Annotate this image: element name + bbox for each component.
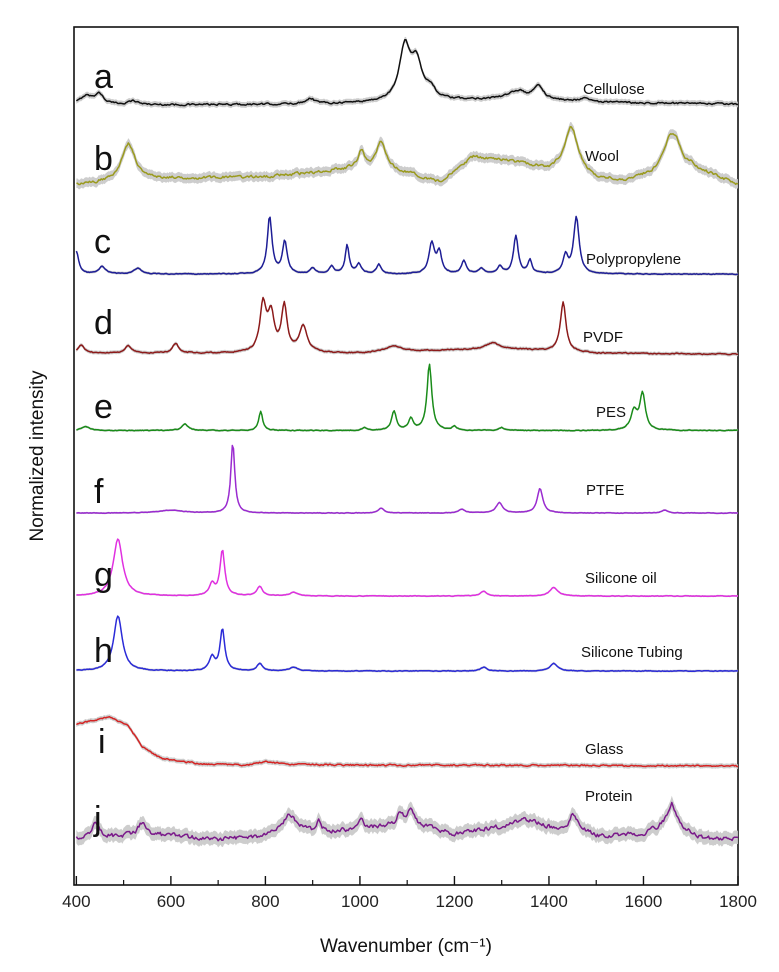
spectrum-line xyxy=(76,125,739,186)
spectrum-ptfe: f PTFE xyxy=(76,444,739,515)
spectrum-polypropylene: c Polypropylene xyxy=(75,215,739,276)
uncertainty-band xyxy=(76,538,738,598)
plot-frame xyxy=(73,26,739,886)
series-label: Polypropylene xyxy=(586,251,681,268)
x-axis: 400 600 800 1000 1200 1400 1600 1800 xyxy=(62,876,757,911)
uncertainty-band xyxy=(76,122,738,190)
x-tick-label: 400 xyxy=(62,892,90,911)
series-label: PES xyxy=(596,404,626,421)
spectrum-line xyxy=(75,39,739,107)
x-tick-label: 800 xyxy=(251,892,279,911)
spectrum-line xyxy=(76,363,739,432)
spectrum-silicone-oil: g Silicone oil xyxy=(76,538,739,598)
series-label: PTFE xyxy=(586,482,624,499)
series-label: PVDF xyxy=(583,329,623,346)
panel-letter: f xyxy=(94,473,104,511)
x-axis-title: Wavenumber (cm⁻¹) xyxy=(320,936,492,957)
spectrum-line xyxy=(76,538,739,598)
panel-letter: j xyxy=(93,800,102,838)
spectrum-pvdf: d PVDF xyxy=(75,295,739,357)
x-tick-label: 1400 xyxy=(530,892,568,911)
spectrum-line xyxy=(75,215,739,276)
spectrum-line xyxy=(76,615,739,673)
uncertainty-band xyxy=(76,795,738,848)
series-label: Glass xyxy=(585,741,623,758)
x-tick-label: 1600 xyxy=(625,892,663,911)
uncertainty-band xyxy=(76,714,738,770)
panel-letter: i xyxy=(98,723,106,761)
spectrum-pes: e PES xyxy=(76,363,739,432)
spectrum-line xyxy=(75,715,739,768)
series-label: Silicone Tubing xyxy=(581,644,683,661)
panel-letter: h xyxy=(94,632,113,670)
uncertainty-band xyxy=(76,36,738,109)
spectrum-line xyxy=(75,801,739,842)
spectrum-line xyxy=(76,444,739,515)
spectrum-glass: i Glass xyxy=(75,714,739,770)
spectrum-silicone-tubing: h Silicone Tubing xyxy=(76,614,739,673)
panel-letter: g xyxy=(94,556,113,594)
uncertainty-band xyxy=(76,295,738,357)
series-label: Silicone oil xyxy=(585,570,657,587)
panel-letter: a xyxy=(94,58,113,96)
panel-letter: e xyxy=(94,388,113,426)
panel-letter: d xyxy=(94,304,113,342)
x-tick-label: 1200 xyxy=(436,892,474,911)
spectrum-cellulose: a Cellulose xyxy=(75,36,739,109)
spectrum-protein: j Protein xyxy=(75,788,739,848)
series-label: Cellulose xyxy=(583,81,645,98)
series-layer: a Cellulose b Wool c Polypropylene d PVDF e PES f P… xyxy=(75,36,739,848)
uncertainty-band xyxy=(76,444,738,515)
spectrum-line xyxy=(75,296,739,356)
y-axis-title: Normalized intensity xyxy=(27,370,48,542)
panel-letter: b xyxy=(94,140,113,178)
panel-letter: c xyxy=(94,223,111,261)
spectrum-wool: b Wool xyxy=(76,122,739,190)
x-tick-label: 600 xyxy=(157,892,185,911)
series-label: Protein xyxy=(585,788,633,805)
x-tick-label: 1000 xyxy=(341,892,379,911)
uncertainty-band xyxy=(76,363,738,432)
series-label: Wool xyxy=(585,148,619,165)
x-tick-label: 1800 xyxy=(719,892,757,911)
